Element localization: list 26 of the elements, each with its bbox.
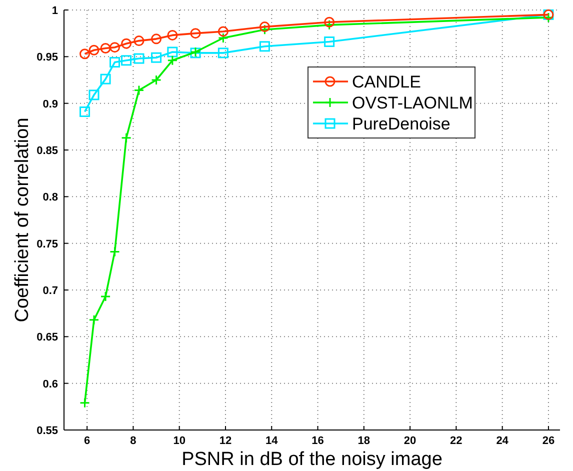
y-tick-label: 0.8 bbox=[42, 192, 58, 204]
x-axis-title: PSNR in dB of the noisy image bbox=[182, 449, 442, 470]
legend-label: OVST-LAONLM bbox=[352, 94, 473, 112]
x-tick-label: 16 bbox=[312, 435, 324, 447]
legend-label: CANDLE bbox=[352, 72, 421, 92]
y-tick-label: 0.9 bbox=[42, 98, 58, 110]
x-tick-label: 14 bbox=[266, 435, 279, 447]
x-tick-label: 18 bbox=[358, 435, 370, 447]
y-tick-label: 0.6 bbox=[42, 378, 58, 390]
y-tick-label: 0.55 bbox=[36, 425, 58, 437]
x-tick-label: 22 bbox=[450, 435, 462, 447]
legend-label: PureDenoise bbox=[352, 114, 450, 134]
x-tick-label: 12 bbox=[219, 435, 232, 447]
y-tick-label: 1 bbox=[52, 5, 58, 17]
y-tick-label: 0.7 bbox=[42, 285, 58, 297]
y-axis-title: Coefficient of correlation bbox=[12, 118, 33, 322]
x-tick-label: 10 bbox=[173, 435, 186, 447]
x-tick-label: 26 bbox=[542, 435, 555, 447]
y-tick-label: 0.95 bbox=[36, 52, 58, 64]
y-tick-label: 0.85 bbox=[36, 145, 58, 157]
y-tick-label: 0.75 bbox=[36, 238, 58, 250]
x-tick-label: 6 bbox=[84, 435, 90, 447]
x-tick-label: 20 bbox=[404, 435, 416, 447]
x-tick-label: 24 bbox=[496, 435, 510, 447]
x-tick-label: 8 bbox=[130, 435, 136, 447]
y-tick-label: 0.65 bbox=[36, 332, 58, 344]
